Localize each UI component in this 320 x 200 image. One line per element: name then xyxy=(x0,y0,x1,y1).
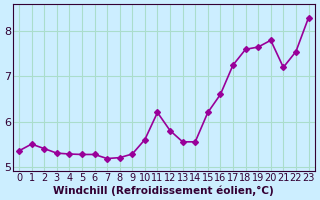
X-axis label: Windchill (Refroidissement éolien,°C): Windchill (Refroidissement éolien,°C) xyxy=(53,185,274,196)
